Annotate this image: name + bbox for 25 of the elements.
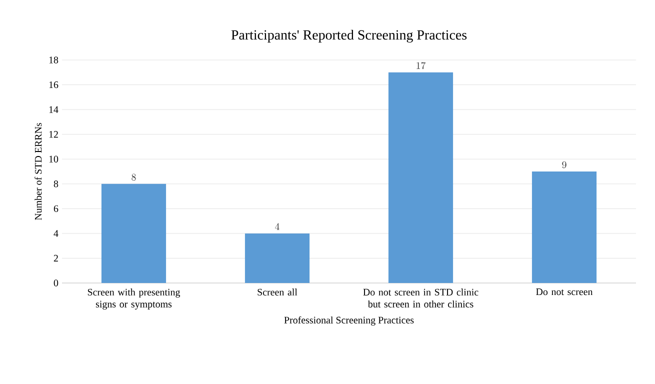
y-axis-title: Number of STD ERRNs — [34, 123, 42, 220]
data-label: 17 — [416, 62, 426, 70]
x-tick-label: Do not screen in STD clinic but screen in other clinics — [363, 288, 478, 308]
bar — [244, 233, 310, 283]
y-tick-label: 2 — [54, 254, 58, 262]
x-tick-label: Screen all — [258, 288, 298, 296]
y-tick-label: 4 — [54, 230, 58, 237]
y-tick-label: 10 — [49, 156, 58, 162]
y-tick-label: 6 — [54, 205, 58, 212]
x-tick-label: Do not screen — [536, 288, 593, 296]
y-tick-label: 0 — [54, 280, 58, 286]
bar — [388, 72, 454, 283]
y-tick-label: 8 — [54, 180, 58, 188]
x-axis-title: Professional Screening Practices — [284, 316, 414, 326]
y-tick-label: 18 — [49, 56, 58, 64]
y-tick-label: 12 — [49, 131, 58, 138]
x-tick-label: Screen with presenting signs or symptoms — [88, 288, 180, 310]
data-label: 4 — [275, 223, 280, 230]
bar — [532, 172, 597, 283]
chart-title: Participants' Reported Screening Practices — [231, 30, 467, 43]
data-label: 9 — [562, 161, 566, 168]
y-tick-label: 16 — [49, 81, 58, 88]
data-label: 8 — [132, 174, 136, 181]
y-tick-label: 14 — [49, 106, 58, 113]
bar — [101, 184, 166, 283]
